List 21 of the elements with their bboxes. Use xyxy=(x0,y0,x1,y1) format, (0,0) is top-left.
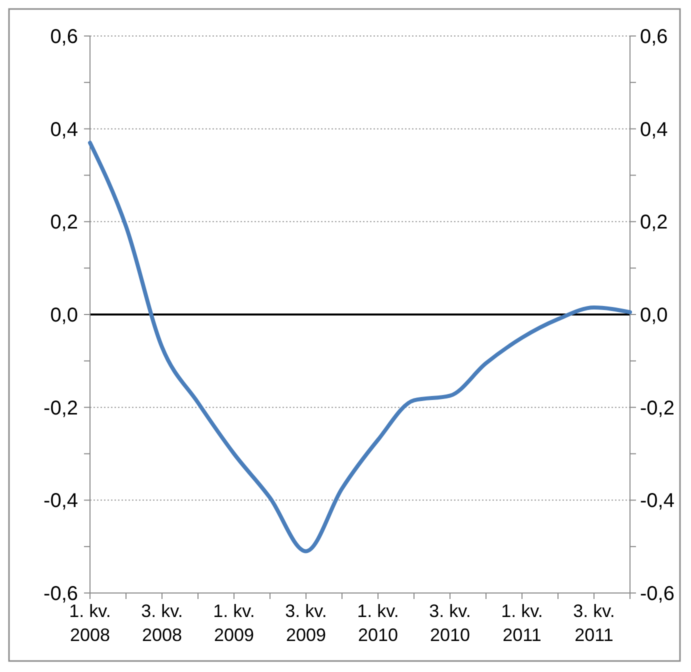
x-tick-label: 3. kv. 2011 xyxy=(573,601,615,645)
x-tick-label: 3. kv. 2008 xyxy=(141,601,183,645)
y-tick-label: 0,6 xyxy=(50,26,78,48)
x-tick-label: 1. kv. 2009 xyxy=(213,601,255,645)
y-tick-label: 0,2 xyxy=(50,212,78,234)
x-tick-label: 1. kv. 2010 xyxy=(357,601,399,645)
y-tick-label: 0,0 xyxy=(50,304,78,326)
y2-tick-label: 0,4 xyxy=(640,118,668,141)
y-tick-label: 0,4 xyxy=(50,118,78,141)
x-tick-label: 3. kv. 2009 xyxy=(285,601,327,645)
y2-tick-label: 0,0 xyxy=(640,304,668,326)
x-tick-label: 1. kv. 2011 xyxy=(501,601,543,645)
y2-tick-label: -0,4 xyxy=(640,490,674,512)
line-series xyxy=(88,140,632,554)
x-tick-label: 3. kv. 2010 xyxy=(429,601,471,645)
y2-tick-label: 0,6 xyxy=(640,26,668,48)
y2-tick-label: -0,6 xyxy=(640,583,674,605)
y2-tick-label: 0,2 xyxy=(640,212,668,234)
y-tick-label: -0,2 xyxy=(44,397,78,420)
y2-tick-label: -0,2 xyxy=(640,397,674,420)
y-tick-label: -0,4 xyxy=(44,490,78,512)
